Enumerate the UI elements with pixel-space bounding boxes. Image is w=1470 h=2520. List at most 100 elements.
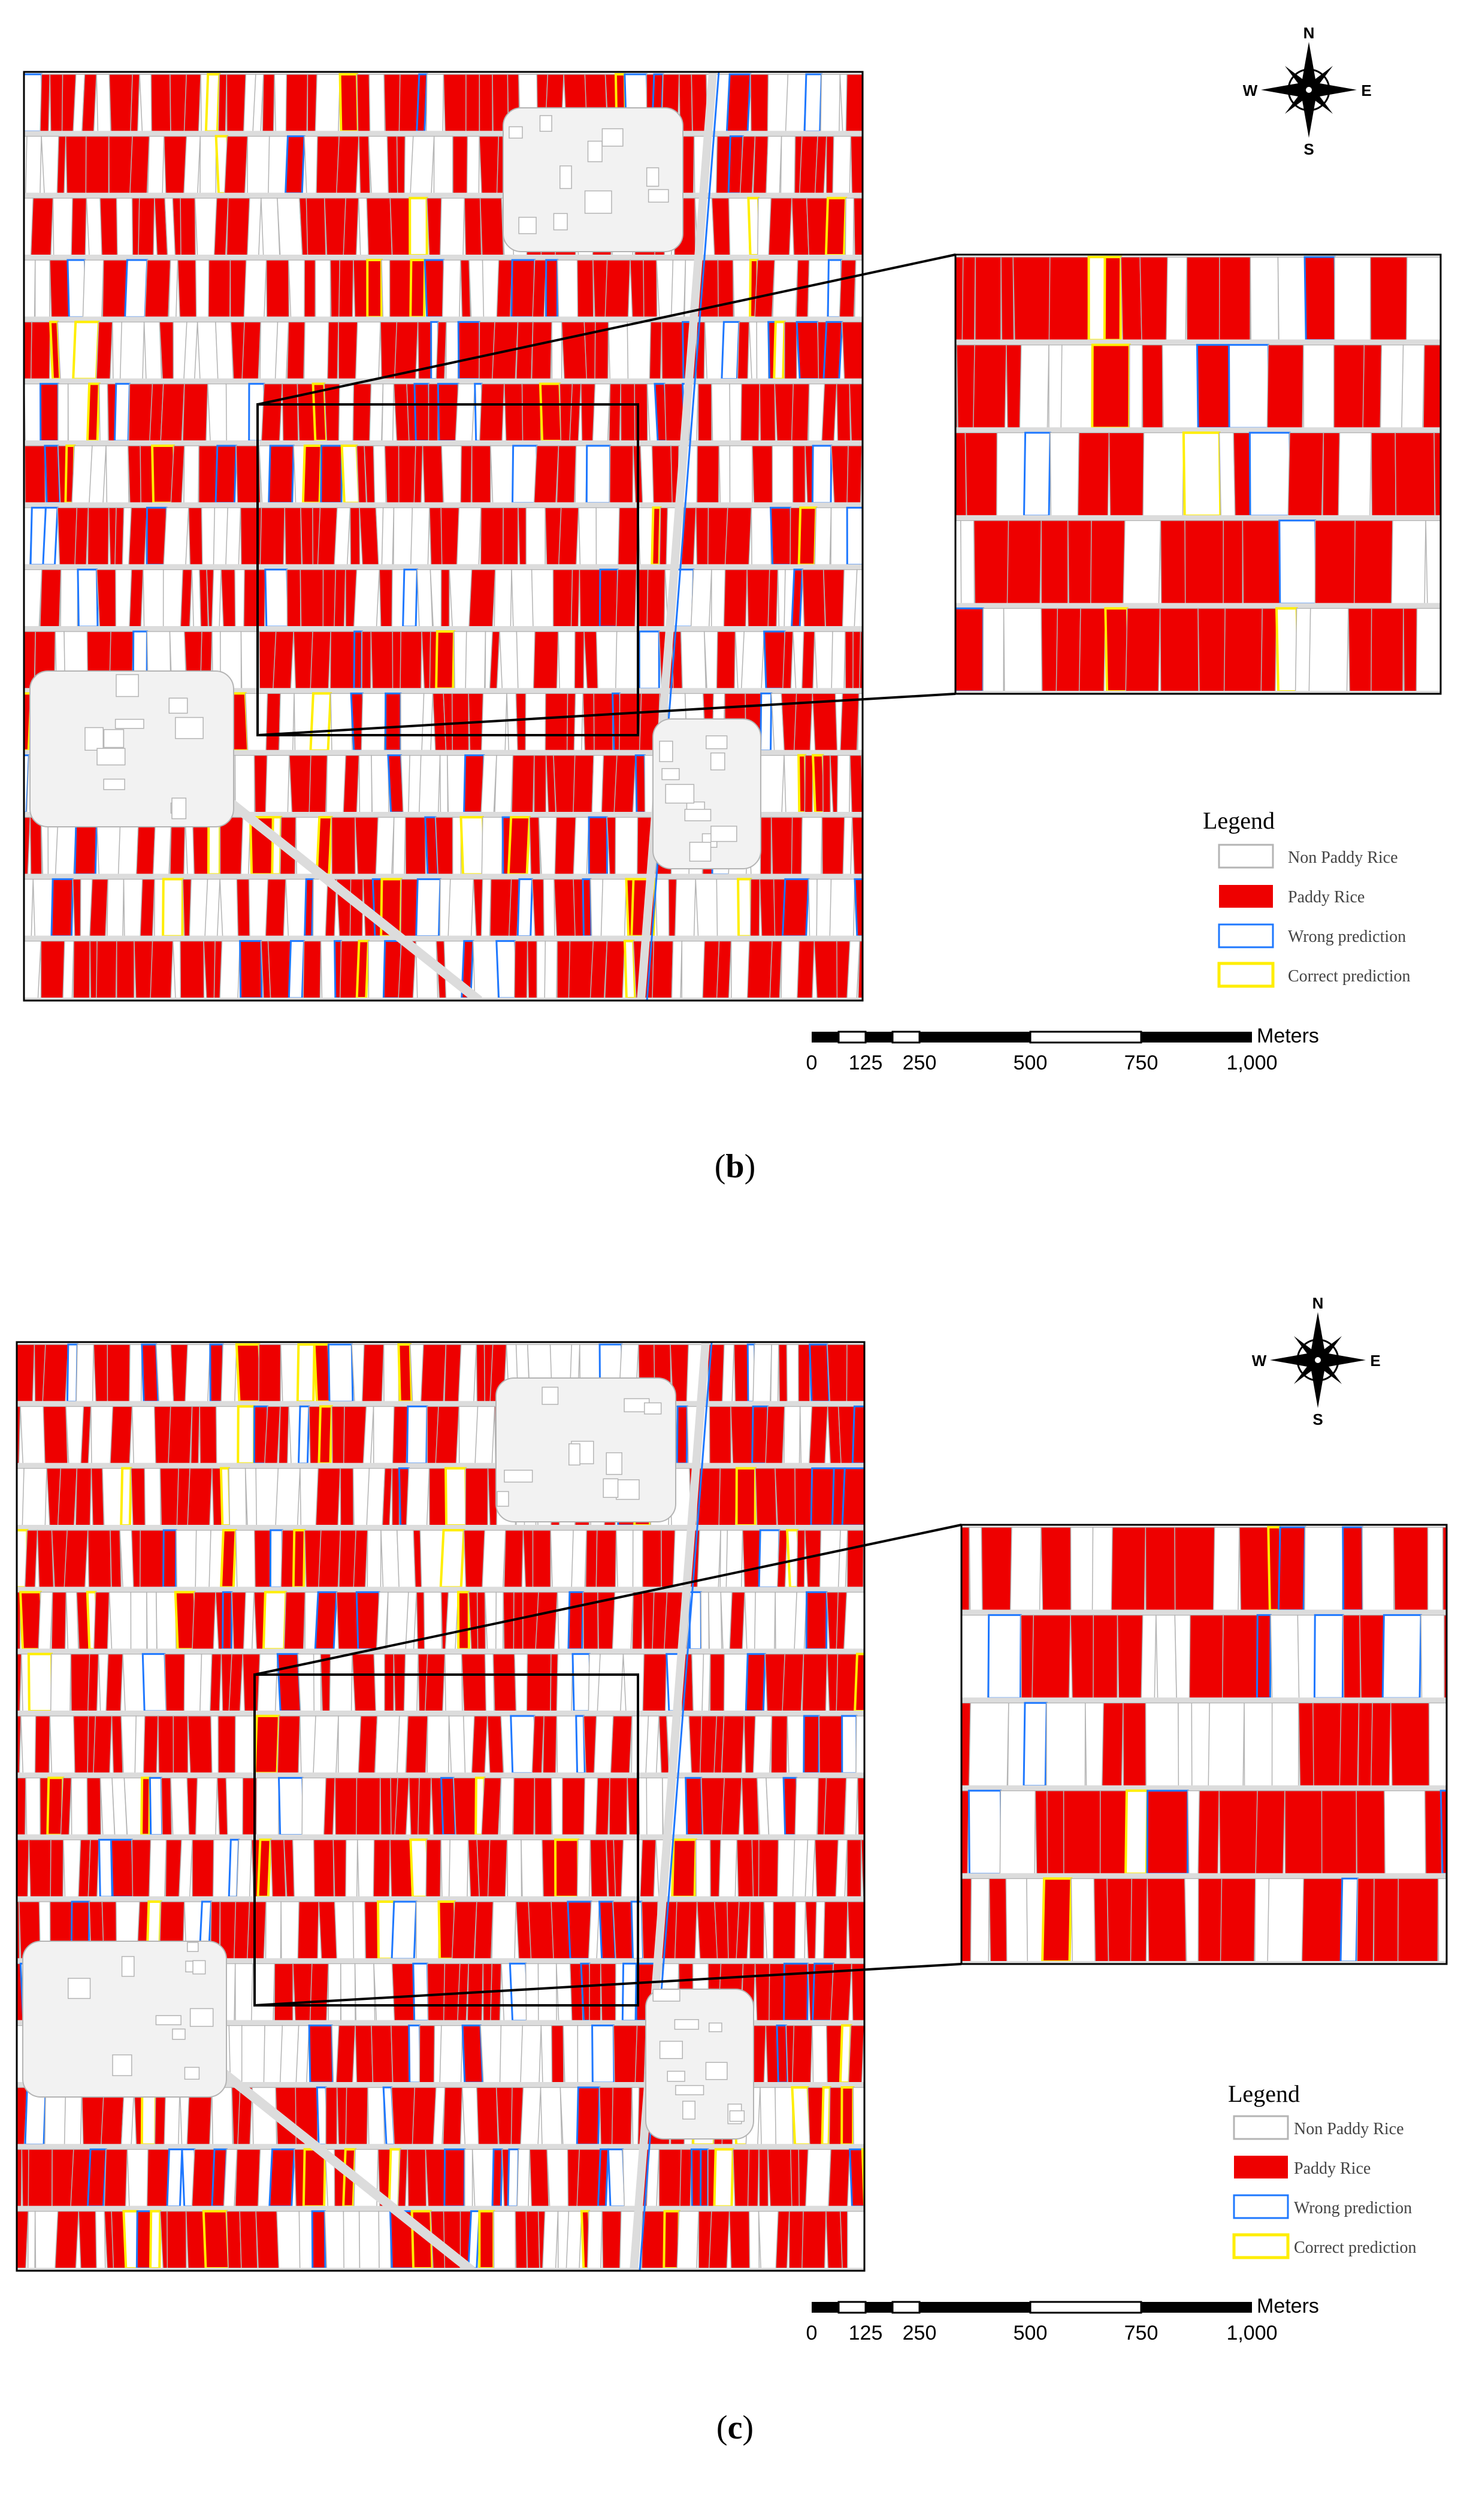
building-block (539, 115, 552, 132)
field-parcel (1117, 1614, 1145, 1699)
building-block (172, 2028, 186, 2040)
field-parcel (529, 2149, 549, 2207)
field-parcel (961, 1790, 970, 1875)
field-parcel (1233, 432, 1252, 516)
field-parcel (532, 259, 547, 318)
field-parcel (1070, 1527, 1094, 1611)
field-parcel (589, 1963, 601, 2022)
road-strip (24, 564, 863, 569)
field-parcel (536, 940, 546, 999)
field-parcel (1178, 1702, 1193, 1787)
field-parcel (525, 693, 546, 751)
field-parcel (1287, 432, 1324, 516)
field-parcel (220, 1344, 237, 1403)
field-parcel (25, 135, 42, 194)
building-block (509, 126, 523, 139)
field-parcel (544, 940, 558, 999)
field-parcel (444, 1653, 463, 1712)
field-parcel (837, 1530, 848, 1588)
field-parcel (479, 383, 505, 442)
field-parcel (533, 445, 559, 504)
field-parcel (794, 1777, 819, 1836)
field-parcel (183, 1653, 202, 1712)
field-parcel (1012, 256, 1052, 341)
field-parcel (1101, 1702, 1124, 1787)
field-parcel (1384, 1790, 1426, 1875)
field-parcel (769, 506, 794, 566)
field-parcel (150, 74, 171, 132)
north-arrow-compass-icon: N S E W (1252, 1294, 1381, 1428)
field-parcel (338, 1530, 356, 1588)
road-strip (17, 2082, 864, 2087)
field-parcel (718, 445, 732, 504)
field-parcel (828, 2149, 851, 2207)
building-block (553, 213, 568, 231)
field-parcel (140, 878, 155, 937)
field-parcel (507, 816, 531, 876)
field-parcel (276, 1653, 302, 1712)
field-parcel (392, 1406, 409, 1464)
legend-c: Legend Non Paddy Rice Paddy Rice Wrong p… (1228, 2080, 1416, 2259)
field-parcel (1303, 256, 1337, 342)
compass-east-label: E (1361, 81, 1371, 99)
field-parcel (589, 1839, 608, 1897)
field-parcel (1298, 1702, 1315, 1787)
field-parcel (444, 1467, 468, 1527)
field-parcel (839, 693, 860, 751)
field-parcel (494, 754, 514, 813)
scale-tick-125: 125 (849, 2322, 883, 2344)
field-parcel (135, 2210, 152, 2270)
field-parcel (848, 2025, 864, 2083)
legend-label-wrong: Wrong prediction (1294, 2199, 1412, 2217)
field-parcel (170, 1777, 190, 1836)
field-parcel (42, 506, 59, 566)
field-parcel (752, 1344, 772, 1403)
road-strip (24, 378, 863, 383)
field-parcel (442, 2087, 463, 2146)
field-parcel (620, 383, 636, 442)
field-parcel (520, 2087, 542, 2146)
zoom-extent-box-b (256, 403, 639, 736)
field-parcel (1380, 344, 1404, 428)
field-parcel (37, 1530, 55, 1588)
field-parcel (338, 321, 358, 380)
field-parcel (24, 1530, 38, 1588)
field-parcel (105, 445, 129, 504)
field-parcel (845, 74, 863, 132)
panel-caption-b: (b) (0, 1147, 1470, 1186)
field-parcel (226, 197, 250, 256)
field-parcel (366, 259, 383, 319)
field-parcel (297, 1901, 319, 1960)
field-parcel (816, 878, 832, 937)
field-parcel (265, 259, 290, 318)
field-parcel (122, 1653, 146, 1712)
caption-letter-b: b (725, 1148, 745, 1185)
field-parcel (459, 816, 486, 876)
field-parcel (861, 506, 863, 566)
field-parcel (391, 1963, 416, 2022)
field-parcel (75, 1467, 92, 1526)
field-parcel (1403, 608, 1418, 692)
field-parcel (1142, 432, 1184, 516)
field-parcel (535, 1591, 558, 1650)
field-parcel (75, 1344, 95, 1403)
field-parcel (733, 1344, 749, 1403)
field-parcel (1420, 1614, 1445, 1699)
field-parcel (1103, 256, 1123, 342)
field-parcel (361, 1344, 385, 1403)
caption-close-paren: ) (742, 2409, 754, 2446)
field-parcel (578, 507, 598, 566)
field-parcel (725, 1530, 743, 1588)
field-parcel (334, 1777, 358, 1836)
building-block (568, 1443, 580, 1466)
field-parcel (709, 1406, 732, 1464)
field-parcel (801, 631, 815, 690)
field-parcel (961, 1527, 970, 1611)
field-parcel (641, 2210, 666, 2269)
field-parcel (558, 507, 579, 566)
field-parcel (314, 1591, 338, 1651)
field-parcel (778, 1344, 788, 1403)
zoom-connector-bottom-b (257, 693, 956, 736)
field-parcel (770, 1715, 788, 1774)
field-parcel (735, 1467, 757, 1527)
